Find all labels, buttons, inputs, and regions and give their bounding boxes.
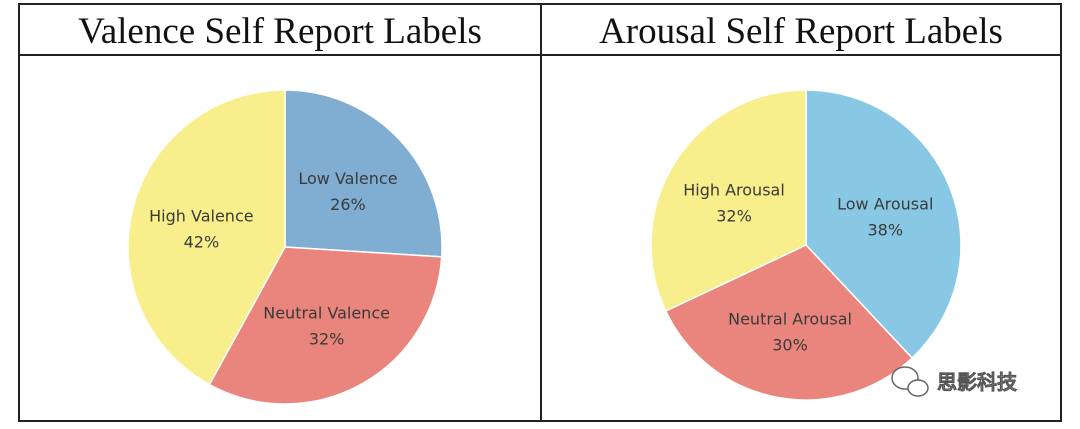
pie-slice — [664, 244, 914, 401]
pie: Low Arousal 38% Neutral Arousal 30% High Aro… — [650, 89, 962, 401]
slice-label: High Arousal — [683, 180, 785, 199]
pie-slice — [805, 89, 962, 360]
pie-slice — [127, 89, 286, 386]
slice-value-label: 38% — [867, 221, 903, 240]
slice-label: High Valence — [149, 207, 253, 226]
pie-slice — [650, 89, 807, 312]
slice-label: Neutral Arousal — [728, 310, 852, 329]
slice-value-label: 26% — [330, 195, 366, 214]
slice-label: Low Arousal — [837, 195, 933, 214]
watermark-text: 思影科技 — [937, 370, 1018, 394]
slice-value-label: 32% — [716, 206, 752, 225]
slice-value-label: 30% — [772, 336, 808, 355]
slice-value-label: 42% — [184, 233, 220, 252]
slice-label: Neutral Valence — [263, 304, 390, 323]
slice-value-label: 32% — [309, 330, 345, 349]
pie-slice — [208, 246, 443, 405]
pie-slice — [284, 89, 443, 258]
watermark: 思影科技 — [891, 366, 1018, 397]
watermark-icon — [907, 379, 929, 397]
slice-label: Low Valence — [298, 169, 397, 188]
chart-title: Valence Self Report Labels — [78, 11, 482, 52]
chart-title: Arousal Self Report Labels — [599, 11, 1003, 52]
pie: Low Valence 26% Neutral Valence 32% High Val… — [127, 89, 443, 405]
